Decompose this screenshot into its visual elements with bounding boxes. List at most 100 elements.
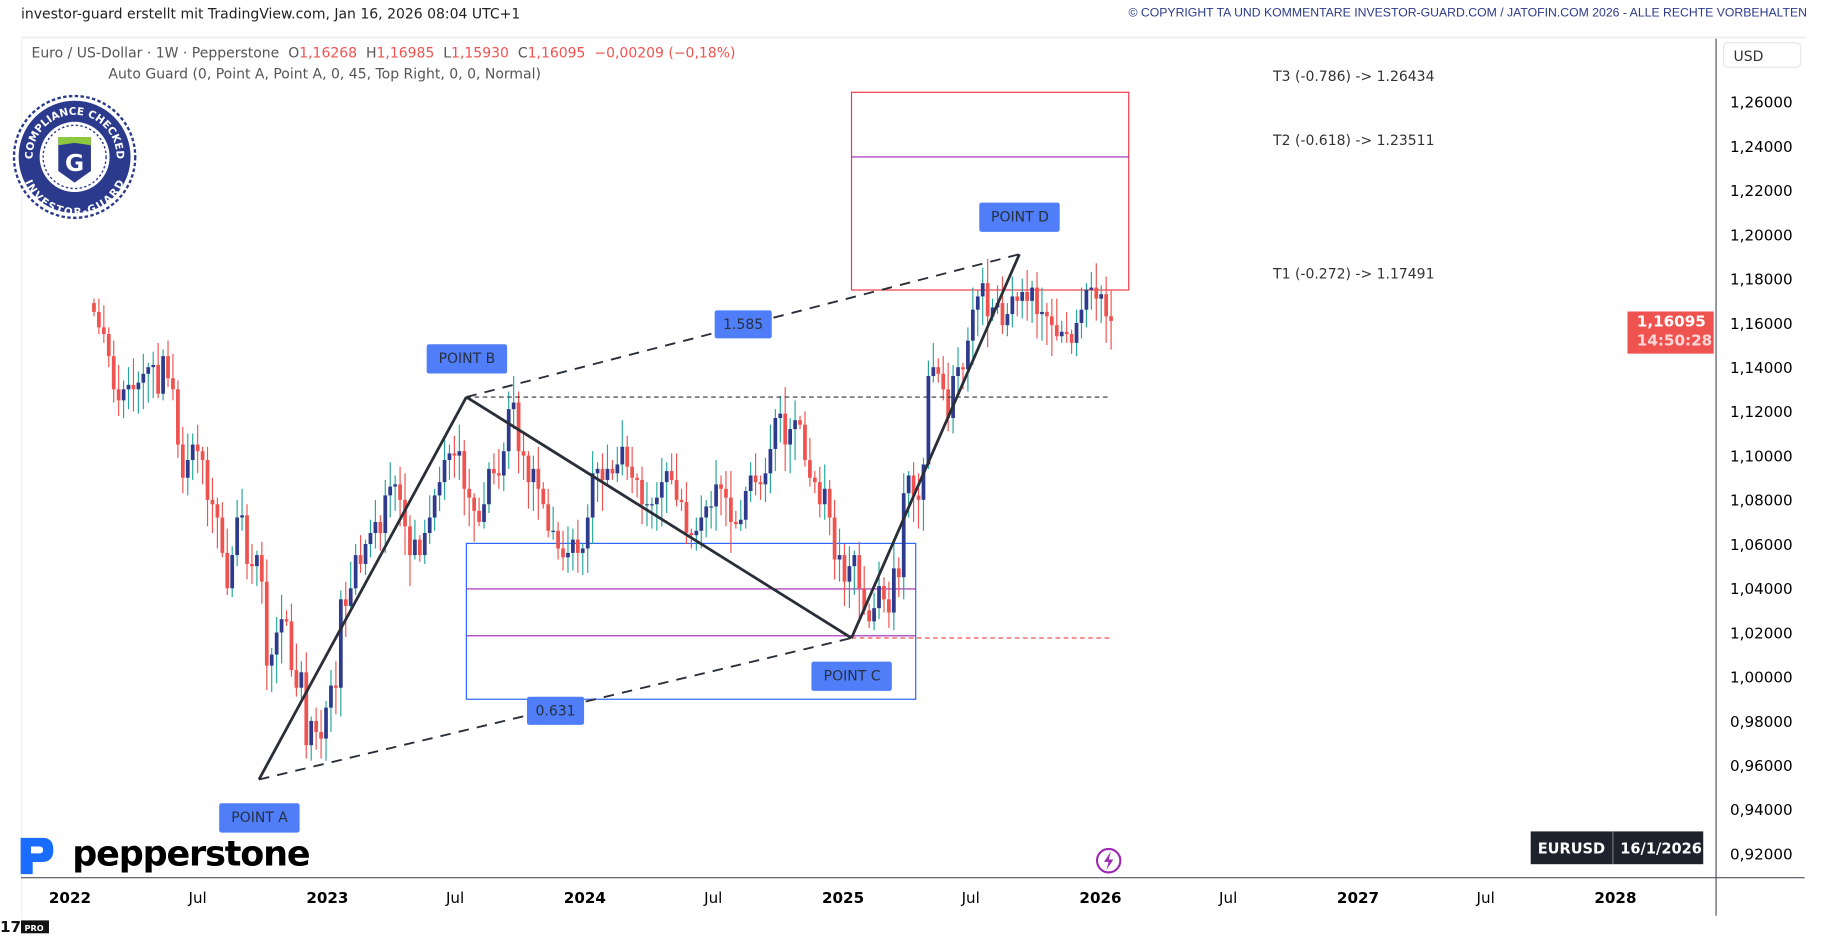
candle-body: [966, 340, 970, 370]
lightning-icon[interactable]: [1095, 847, 1122, 874]
point-label[interactable]: POINT B: [426, 344, 508, 374]
candle-body: [358, 555, 363, 564]
candle-body: [1104, 294, 1109, 317]
candle-body: [941, 373, 946, 390]
candle-body: [931, 367, 936, 377]
candle-body: [457, 451, 462, 456]
chart-panel[interactable]: [20, 36, 1806, 919]
candle-body: [684, 502, 689, 533]
time-tick: 2026: [1079, 889, 1121, 907]
candle-body: [654, 497, 659, 505]
badge-symbol: EURUSD: [1537, 839, 1606, 857]
candle-body: [783, 413, 788, 445]
svg-text:PRO: PRO: [24, 923, 43, 933]
candle-body: [220, 517, 225, 553]
candle-body: [422, 532, 427, 556]
candle-body: [536, 468, 541, 489]
candle-body: [817, 482, 822, 505]
chart-credit: investor-guard erstellt mit TradingView.…: [20, 5, 521, 23]
candle-body: [1015, 296, 1020, 301]
candle-body: [1089, 287, 1094, 290]
candle-body: [185, 460, 190, 478]
candle-body: [763, 473, 768, 485]
candle-body: [758, 482, 763, 485]
candle-body: [901, 493, 906, 578]
price-tick: 1,06000: [1730, 536, 1793, 554]
candle-body: [615, 464, 620, 474]
point-label[interactable]: POINT A: [219, 802, 300, 833]
price-tick: 1,12000: [1730, 403, 1793, 421]
candle-body: [1035, 287, 1039, 315]
candle-body: [106, 334, 111, 357]
candle-body: [748, 475, 753, 491]
pepperstone-logo: pepperstone: [72, 833, 310, 875]
candle-body: [166, 356, 170, 379]
point-label[interactable]: POINT D: [979, 202, 1061, 232]
candle-body: [1064, 331, 1069, 335]
candle-body: [625, 446, 630, 467]
indicator-name: Auto Guard (0, Point A, Point A, 0, 45, …: [108, 65, 541, 82]
candle-body: [215, 504, 220, 518]
candle-body: [857, 555, 862, 589]
candle-body: [847, 566, 852, 582]
candle-body: [314, 720, 319, 732]
pattern-leg-line: [465, 395, 853, 640]
candle-body: [477, 510, 481, 522]
badge-date: 16/1/2026: [1620, 839, 1702, 857]
ac-ratio-label[interactable]: 0.631: [526, 696, 585, 725]
time-tick: Jul: [703, 889, 722, 907]
candle-body: [788, 429, 793, 445]
candle-body: [709, 506, 714, 508]
candle-body: [827, 488, 832, 518]
candle-body: [916, 495, 921, 500]
candle-body: [195, 444, 200, 452]
candle-body: [852, 555, 857, 567]
time-tick: 2028: [1594, 889, 1636, 907]
candle-body: [778, 413, 783, 419]
target-label: T1 (-0.272) -> 1.17491: [1273, 265, 1435, 282]
open-label: O: [288, 44, 300, 61]
candle-body: [714, 484, 718, 507]
high-value: 1,16985: [376, 44, 435, 61]
candle-body: [630, 466, 635, 478]
change-value: −0,00209 (−0,18%): [594, 44, 736, 61]
candle-body: [867, 610, 872, 622]
candle-body: [353, 555, 358, 589]
candles: [92, 258, 1113, 761]
candle-body: [245, 515, 249, 564]
bd-ratio-label[interactable]: 1.585: [714, 310, 772, 339]
candle-body: [1059, 331, 1064, 337]
candle-body: [304, 672, 309, 746]
candle-body: [1054, 325, 1059, 337]
indicator-legend[interactable]: Auto Guard (0, Point A, Point A, 0, 45, …: [31, 65, 541, 82]
candle-body: [1045, 311, 1049, 317]
currency-selector[interactable]: USD: [1723, 42, 1802, 68]
candle-body: [896, 568, 901, 578]
candle-body: [299, 672, 304, 688]
candle-body: [161, 356, 165, 394]
candle-body: [511, 402, 516, 410]
low-value: 1,15930: [451, 44, 509, 61]
candle-body: [383, 495, 388, 533]
candle-body: [121, 389, 126, 401]
candle-body: [1099, 294, 1104, 299]
time-tick: Jul: [1218, 889, 1237, 907]
candle-body: [970, 309, 975, 341]
candle-body: [501, 451, 506, 476]
candle-body: [1094, 287, 1099, 299]
candle-body: [1040, 311, 1044, 315]
candle-body: [546, 504, 551, 531]
candle-body: [487, 468, 491, 505]
point-label[interactable]: POINT C: [811, 661, 893, 691]
time-tick: Jul: [1476, 889, 1495, 907]
svg-text:17: 17: [0, 918, 21, 934]
ohlc-legend[interactable]: Euro / US-Dollar · 1W · Pepperstone O1,1…: [31, 44, 735, 60]
candle-body: [284, 619, 289, 622]
candle-body: [269, 654, 274, 666]
pattern-boxes: [465, 91, 1130, 700]
time-tick: Jul: [187, 889, 206, 907]
candle-body: [250, 563, 254, 567]
candle-body: [659, 482, 664, 498]
candle-body: [309, 720, 314, 746]
